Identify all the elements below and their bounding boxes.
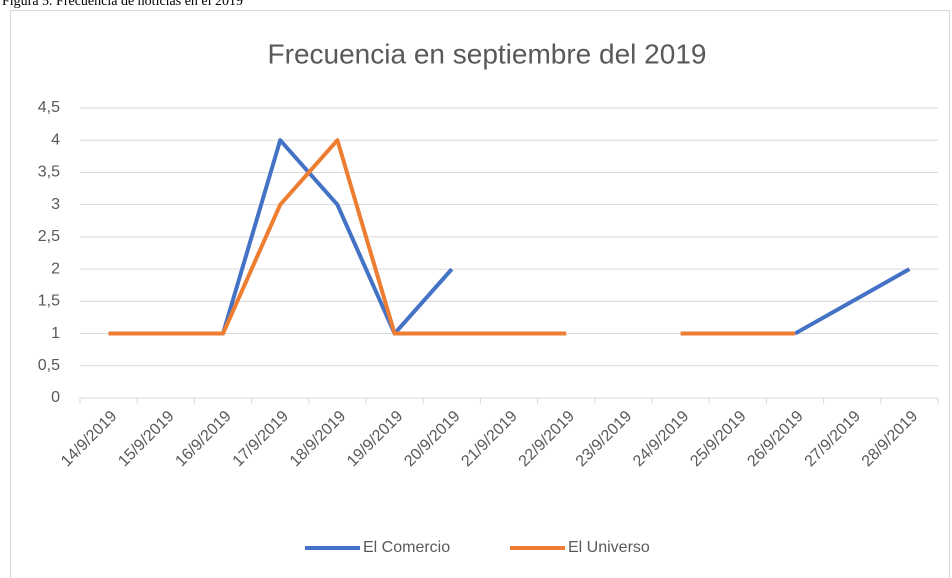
y-tick-label: 2 [51,260,60,277]
y-tick-label: 2,5 [38,228,60,245]
y-tick-label: 3,5 [38,164,60,181]
chart-frame [10,10,950,578]
chart-title: Frecuencia en septiembre del 2019 [268,38,707,69]
y-tick-label: 1,5 [38,293,60,310]
y-tick-label: 1 [51,325,60,342]
y-tick-label: 3 [51,196,60,213]
y-tick-label: 4,5 [38,99,60,116]
y-tick-label: 0 [51,389,60,406]
y-tick-label: 4 [51,131,60,148]
y-tick-label: 0,5 [38,357,60,374]
legend-label: El Universo [568,539,650,556]
figure-caption: Figura 5. Frecuencia de noticias en el 2… [2,0,243,9]
legend-label: El Comercio [363,539,450,556]
series-line [794,267,911,336]
series-line [108,138,567,336]
